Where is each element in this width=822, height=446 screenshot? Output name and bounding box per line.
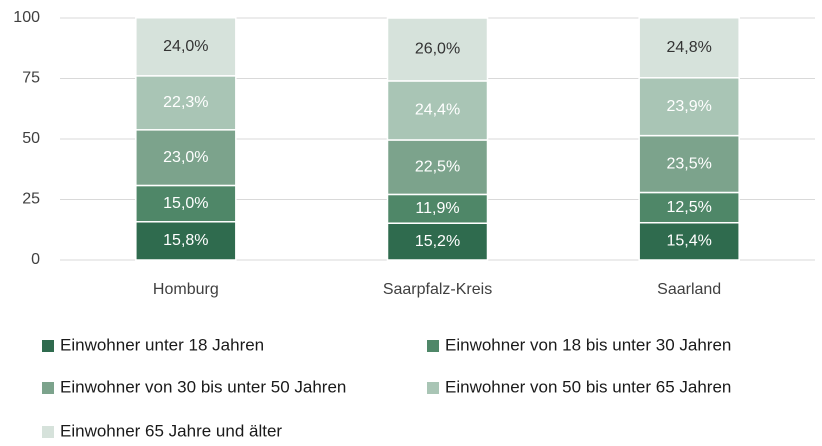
- data-label: 15,4%: [666, 233, 711, 250]
- legend-label: Einwohner 65 Jahre und älter: [60, 421, 282, 440]
- legend-label: Einwohner von 18 bis unter 30 Jahren: [445, 335, 731, 354]
- legend-swatch: [42, 382, 54, 394]
- bar-segment: [386, 139, 489, 196]
- data-label: 11,9%: [415, 200, 459, 217]
- bar-segment: [638, 17, 740, 79]
- bar-segment: [638, 134, 740, 194]
- y-tick-label: 75: [22, 70, 40, 87]
- data-label: 23,9%: [666, 98, 711, 115]
- bar-segment: [386, 17, 489, 82]
- y-tick-label: 25: [22, 191, 40, 208]
- bar-segment: [135, 17, 237, 77]
- x-tick-label: Saarpfalz-Kreis: [383, 281, 492, 298]
- bar-segment: [135, 221, 237, 261]
- bar-segment: [638, 77, 740, 137]
- legend-swatch: [42, 426, 54, 438]
- data-label: 26,0%: [415, 41, 460, 58]
- data-label: 23,0%: [163, 149, 208, 166]
- data-label: 24,8%: [666, 39, 711, 56]
- data-label: 22,3%: [163, 94, 208, 111]
- legend-swatch: [42, 340, 54, 352]
- bar-segment: [638, 191, 740, 224]
- data-label: 24,0%: [163, 38, 208, 55]
- y-tick-label: 100: [13, 9, 40, 26]
- y-tick-label: 0: [31, 251, 40, 268]
- x-tick-label: Saarland: [657, 281, 721, 298]
- data-label: 15,0%: [163, 195, 208, 212]
- data-label: 22,5%: [415, 158, 460, 175]
- legend-swatch: [427, 382, 439, 394]
- bar-segment: [135, 184, 237, 223]
- y-tick-label: 50: [22, 130, 40, 147]
- data-label: 24,4%: [415, 102, 460, 119]
- data-label: 15,8%: [163, 232, 208, 249]
- data-label: 12,5%: [666, 199, 711, 216]
- legend-label: Einwohner von 30 bis unter 50 Jahren: [60, 377, 346, 396]
- legend-swatch: [427, 340, 439, 352]
- legend-label: Einwohner unter 18 Jahren: [60, 335, 264, 354]
- bar-segment: [386, 80, 489, 141]
- legend-label: Einwohner von 50 bis unter 65 Jahren: [445, 377, 731, 396]
- data-label: 15,2%: [415, 233, 460, 250]
- data-label: 23,5%: [666, 155, 711, 172]
- x-tick-label: Homburg: [153, 281, 219, 298]
